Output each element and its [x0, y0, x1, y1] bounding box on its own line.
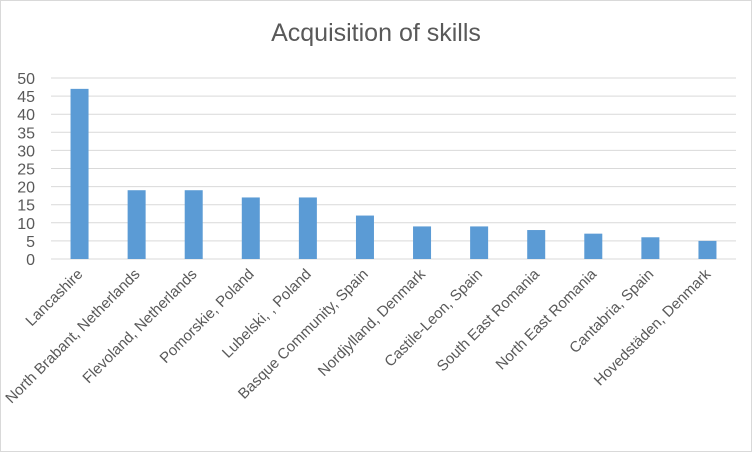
- bar: [413, 226, 432, 259]
- y-tick-label: 10: [17, 216, 35, 233]
- y-tick-label: 5: [26, 234, 35, 251]
- y-tick-label: 30: [17, 143, 35, 160]
- y-tick-label: 50: [17, 71, 35, 88]
- x-category-label: Hovedstäden, Denmark: [591, 265, 715, 389]
- x-category-label: Nordjylland, Denmark: [315, 265, 429, 379]
- y-tick-label: 20: [17, 180, 35, 197]
- bar: [241, 197, 260, 259]
- x-category-label: Castile-Leon, Spain: [381, 266, 486, 371]
- bar: [698, 240, 717, 259]
- bar: [127, 190, 146, 259]
- bar: [584, 233, 603, 259]
- x-category-label: Flevoland, Netherlands: [79, 266, 200, 387]
- y-tick-label: 15: [17, 198, 35, 215]
- y-tick-label: 0: [26, 252, 35, 269]
- bar: [355, 215, 374, 259]
- bar: [184, 190, 203, 259]
- y-tick-label: 25: [17, 162, 35, 179]
- y-tick-label: 35: [17, 125, 35, 142]
- bar: [527, 230, 546, 259]
- bar: [641, 237, 660, 259]
- x-category-label: South East Romania: [434, 265, 544, 375]
- x-category-label: North East Romania: [493, 265, 601, 373]
- y-tick-label: 40: [17, 107, 35, 124]
- bar: [470, 226, 489, 259]
- x-category-label: Pomorskie, Poland: [157, 266, 258, 367]
- chart-title: Acquisition of skills: [271, 19, 481, 47]
- bar: [70, 88, 89, 259]
- bar: [298, 197, 317, 259]
- y-tick-label: 45: [17, 89, 35, 106]
